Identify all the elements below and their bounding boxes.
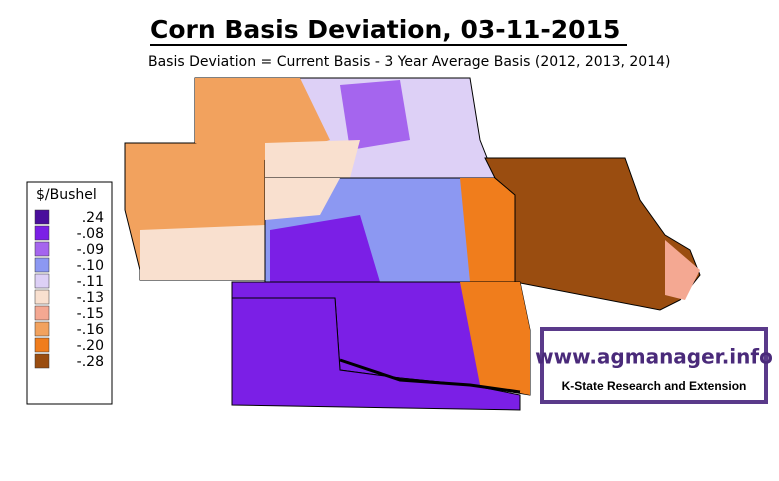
legend-swatch — [34, 225, 50, 241]
legend-label: -.08 — [77, 226, 104, 242]
region-kansas-northwest — [265, 178, 340, 220]
legend-label: .24 — [82, 210, 104, 226]
region-kansas-southwest — [270, 215, 380, 282]
legend-label: -.09 — [77, 242, 104, 258]
legend-label: -.13 — [77, 290, 104, 306]
legend-swatch — [34, 241, 50, 257]
legend-swatch — [34, 305, 50, 321]
legend-swatch — [34, 209, 50, 225]
legend-swatch — [34, 257, 50, 273]
legend-swatch — [34, 337, 50, 353]
logo-url: www.agmanager.info — [535, 345, 773, 369]
subtitle: Basis Deviation = Current Basis - 3 Year… — [148, 54, 670, 70]
region-colorado-south — [140, 225, 265, 280]
legend-label: -.16 — [77, 322, 104, 338]
map — [124, 77, 701, 411]
legend-swatch — [34, 289, 50, 305]
region-nebraska-center — [340, 80, 410, 150]
logo-box — [540, 327, 768, 404]
legend-swatch — [34, 321, 50, 337]
region-nebraska-west — [195, 78, 330, 160]
logo-tagline: K-State Research and Extension — [562, 379, 747, 393]
region-kansas-east — [460, 178, 515, 282]
legend-label: -.20 — [77, 338, 104, 354]
legend-title: $/Bushel — [36, 187, 97, 203]
legend-swatch — [34, 273, 50, 289]
legend: $/Bushel .24-.08-.09-.10-.11-.13-.15-.16… — [26, 181, 113, 405]
logo: www.agmanager.info K-State Research and … — [535, 327, 773, 404]
legend-label: -.28 — [77, 354, 104, 370]
region-missouri-east — [665, 240, 700, 300]
legend-label: -.11 — [77, 274, 104, 290]
legend-swatch — [34, 353, 50, 369]
region-nebraska-south — [265, 140, 360, 178]
legend-label: -.10 — [77, 258, 104, 274]
red-river — [339, 358, 521, 394]
legend-label: -.15 — [77, 306, 104, 322]
region-oklahoma-east — [460, 282, 530, 395]
title: Corn Basis Deviation, 03-11-2015 — [150, 15, 620, 44]
